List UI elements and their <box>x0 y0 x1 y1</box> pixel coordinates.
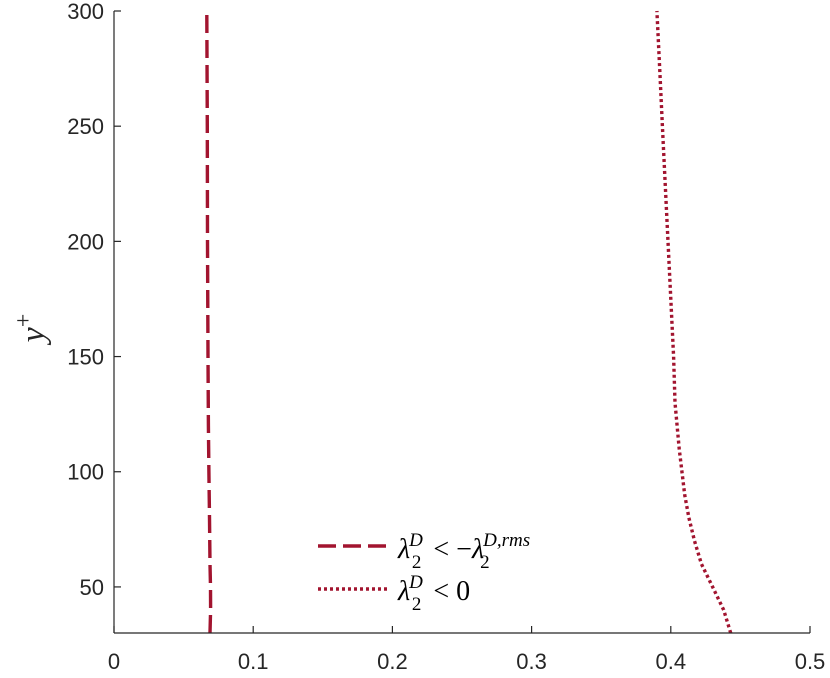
x-tick-label: 0 <box>108 649 120 674</box>
legend: λD 2 < −λD,rms 2 λD 2 < 0 <box>318 530 530 615</box>
y-tick-label: 300 <box>67 0 104 24</box>
y-axis-title: y+ <box>11 314 52 346</box>
legend-label-series-2: λD 2 < 0 <box>397 572 470 615</box>
legend-label-series-1: λD 2 < −λD,rms 2 <box>397 530 530 573</box>
y-tick-label: 200 <box>67 229 104 254</box>
x-tick-label: 0.2 <box>377 649 408 674</box>
x-tick-label: 0.4 <box>656 649 687 674</box>
x-tick-label: 0.3 <box>516 649 547 674</box>
y-tick-label: 50 <box>80 575 104 600</box>
x-tick-label: 0.5 <box>795 649 826 674</box>
series-line-1 <box>205 10 213 634</box>
y-tick-label: 150 <box>67 345 104 370</box>
y-tick-label: 100 <box>67 460 104 485</box>
series-line-2 <box>655 10 733 634</box>
x-tick-label: 0.1 <box>238 649 269 674</box>
y-tick-label: 250 <box>67 114 104 139</box>
